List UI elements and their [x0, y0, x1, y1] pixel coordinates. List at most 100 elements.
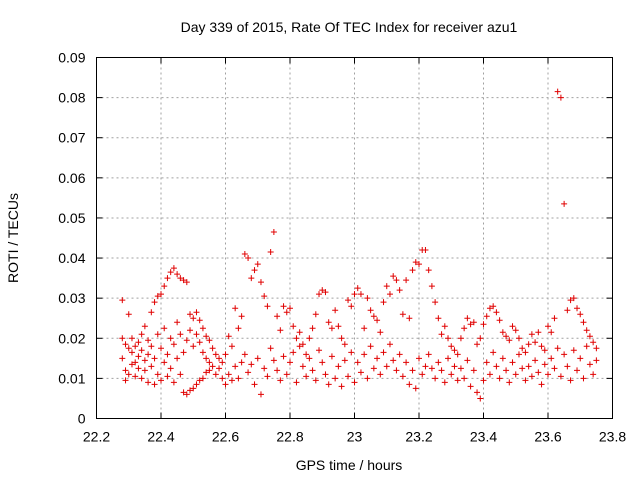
data-point: [503, 333, 510, 340]
data-point: [348, 303, 355, 310]
x-tick-label: 22.8: [276, 429, 303, 445]
y-tick-label: 0.06: [58, 170, 85, 186]
data-point: [125, 345, 132, 352]
data-point: [132, 359, 139, 366]
data-point: [464, 315, 471, 322]
data-point: [374, 317, 381, 324]
data-point: [228, 377, 235, 384]
data-point: [145, 379, 152, 386]
x-axis-tick-labels: 22.2 22.4 22.6 22.8 23 23.2 23.4 23.6 23.8: [83, 429, 626, 445]
y-axis-label: ROTI / TECUs: [5, 193, 21, 283]
data-point: [177, 275, 184, 282]
data-point: [312, 377, 319, 384]
data-point: [406, 315, 413, 322]
data-point: [238, 313, 245, 320]
x-tick-label: 23.8: [599, 429, 626, 445]
data-point: [445, 335, 452, 342]
data-point: [125, 371, 132, 378]
data-point: [425, 351, 432, 358]
data-point: [228, 343, 235, 350]
data-point: [399, 373, 406, 380]
data-point: [158, 345, 164, 352]
data-point: [161, 359, 168, 366]
data-point: [177, 331, 184, 338]
data-point: [148, 309, 155, 316]
data-point: [196, 377, 203, 384]
data-point: [174, 271, 181, 278]
data-point: [538, 343, 545, 350]
data-point: [296, 329, 303, 336]
data-point: [245, 369, 252, 376]
data-point: [496, 317, 503, 324]
data-point: [425, 267, 432, 274]
data-point: [422, 247, 429, 254]
data-point: [287, 305, 293, 312]
data-point: [528, 331, 535, 338]
data-point: [238, 359, 245, 366]
data-point: [138, 375, 145, 382]
data-point: [499, 355, 506, 362]
data-point: [193, 381, 200, 388]
data-point: [432, 299, 439, 306]
data-point: [270, 228, 277, 235]
x-tick-label: 23.4: [470, 429, 497, 445]
data-point: [409, 367, 416, 374]
data-point: [557, 94, 564, 101]
x-tick-label: 23: [347, 429, 363, 445]
data-point: [499, 329, 506, 336]
data-point: [225, 333, 232, 340]
data-point: [335, 363, 342, 370]
data-point: [183, 337, 190, 344]
data-point: [341, 341, 348, 348]
data-point: [357, 369, 364, 376]
y-tick-label: 0.03: [58, 290, 85, 306]
data-point: [441, 379, 448, 386]
data-point: [393, 367, 400, 374]
x-tick-label: 23.2: [405, 429, 432, 445]
data-point: [364, 295, 371, 302]
data-point: [319, 287, 326, 294]
data-point: [158, 377, 164, 384]
data-point: [222, 351, 229, 358]
data-point: [467, 321, 474, 328]
data-point: [148, 363, 155, 370]
data-point: [325, 381, 332, 388]
y-tick-label: 0.09: [58, 50, 85, 66]
data-point: [548, 329, 555, 336]
data-point: [277, 377, 284, 384]
data-point: [206, 359, 213, 366]
data-point: [390, 273, 397, 280]
data-point: [241, 251, 248, 258]
data-point: [483, 313, 490, 320]
data-point: [377, 329, 384, 336]
x-tick-label: 22.4: [147, 429, 174, 445]
data-point: [525, 341, 532, 348]
data-point: [441, 323, 448, 330]
data-point: [412, 385, 419, 392]
data-point: [477, 335, 484, 342]
data-point: [522, 349, 529, 356]
data-point: [167, 365, 174, 372]
data-point: [303, 351, 310, 358]
data-point: [203, 355, 210, 362]
data-point: [212, 371, 219, 378]
data-point: [332, 375, 339, 382]
data-point: [506, 379, 513, 386]
data-point: [196, 317, 203, 324]
data-point: [345, 297, 352, 304]
data-point: [590, 371, 597, 378]
data-point: [525, 363, 532, 370]
data-point: [122, 341, 129, 348]
data-points: [119, 88, 600, 402]
y-tick-label: 0.08: [58, 90, 85, 106]
data-point: [351, 379, 358, 386]
data-point: [345, 373, 352, 380]
data-point: [535, 369, 542, 376]
data-point: [438, 331, 445, 338]
data-point: [474, 389, 481, 396]
data-point: [354, 359, 361, 366]
data-point: [467, 383, 474, 390]
data-point: [480, 377, 487, 384]
data-point: [367, 307, 374, 314]
data-point: [380, 299, 387, 306]
